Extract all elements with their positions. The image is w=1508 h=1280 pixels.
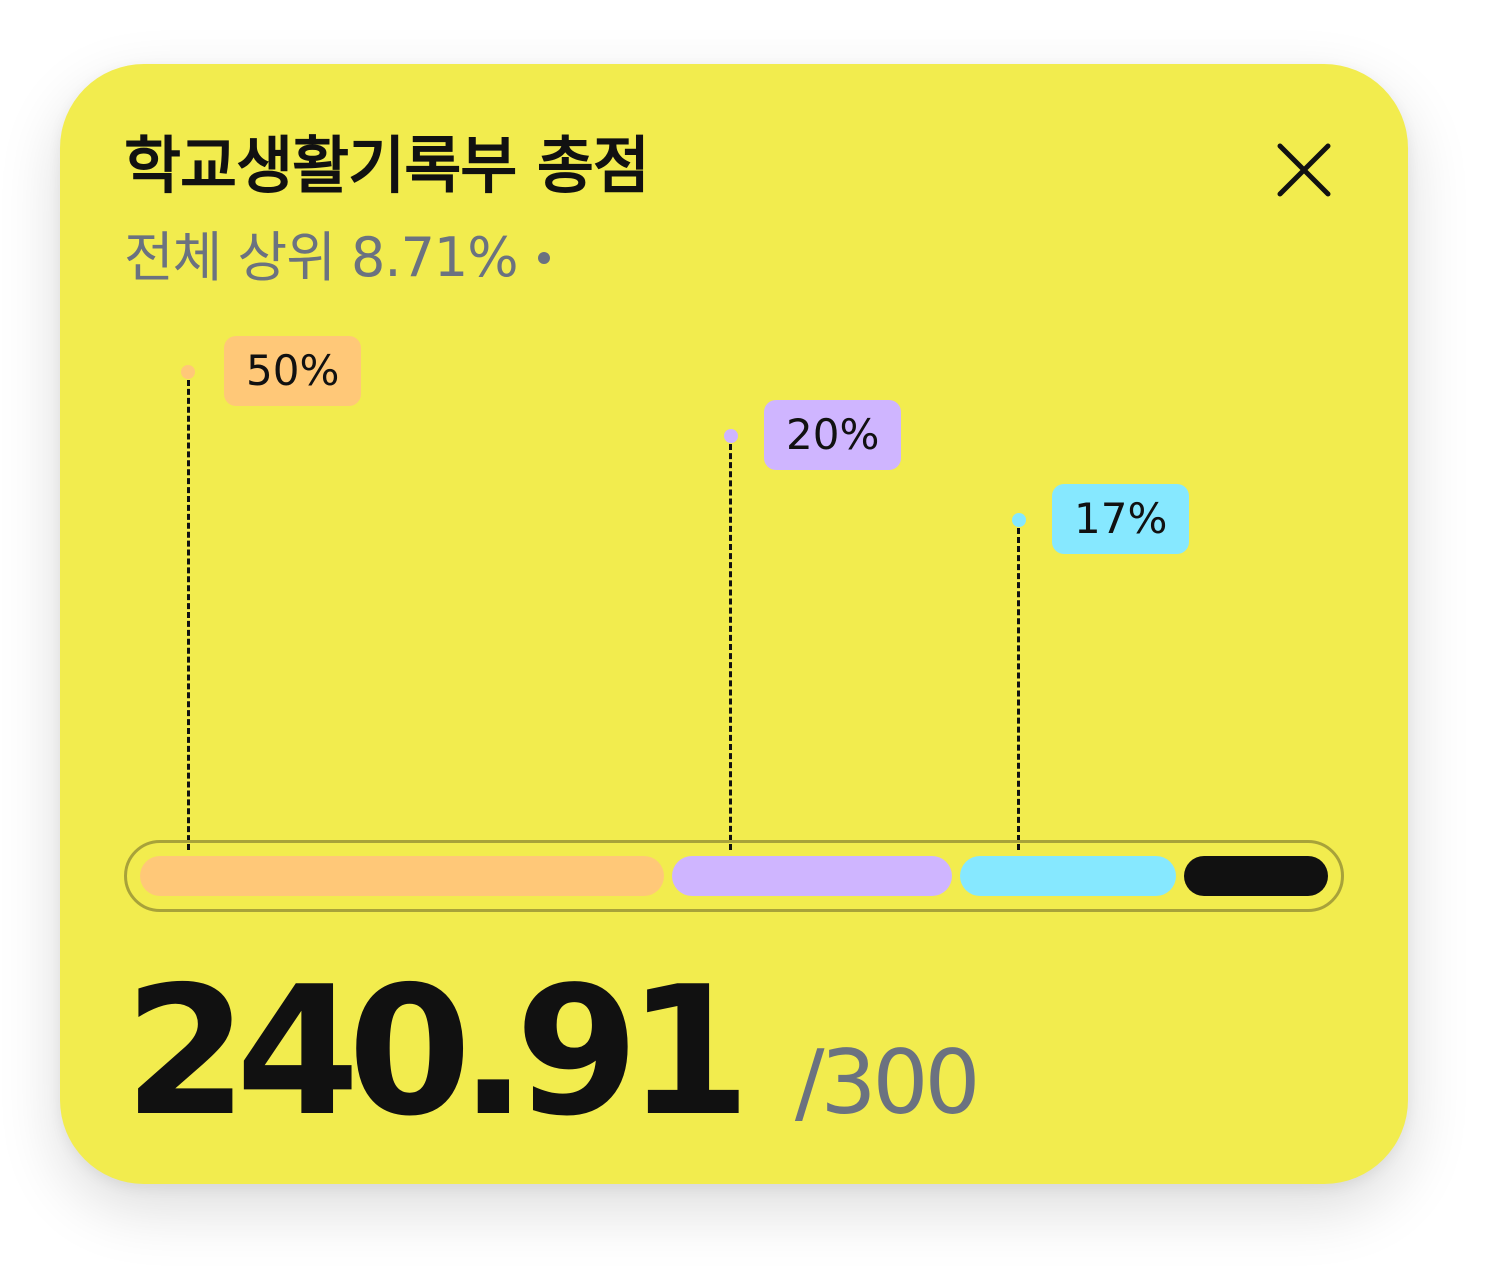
percent-badge-3: 17% [1052,484,1190,554]
close-button[interactable] [1268,134,1340,206]
score-card: 학교생활기록부 총점 전체 상위 8.71% 50% 20% 17% 240.9… [60,64,1408,1184]
rank-subtitle: 전체 상위 8.71% [124,224,550,292]
score-display: 240.91 /300 [124,948,981,1183]
score-value: 240.91 [124,948,751,1155]
percent-badge-1: 50% [224,336,362,406]
progress-segment-3 [960,856,1176,896]
progress-segment-1 [140,856,664,896]
percent-badge-2: 20% [764,400,902,470]
marker-stem [1017,528,1020,850]
close-icon [1277,143,1331,197]
marker-dot [1012,513,1026,527]
rank-text: 전체 상위 8.71% [124,226,519,289]
progress-segment-4 [1184,856,1328,896]
score-max: /300 [794,1031,981,1134]
marker-dot [181,365,195,379]
marker-stem [729,444,732,850]
progress-segment-2 [672,856,952,896]
card-title: 학교생활기록부 총점 [124,129,650,202]
marker-stem [187,380,190,850]
marker-dot [724,429,738,443]
info-dot-icon [537,252,550,264]
progress-track [124,840,1344,912]
